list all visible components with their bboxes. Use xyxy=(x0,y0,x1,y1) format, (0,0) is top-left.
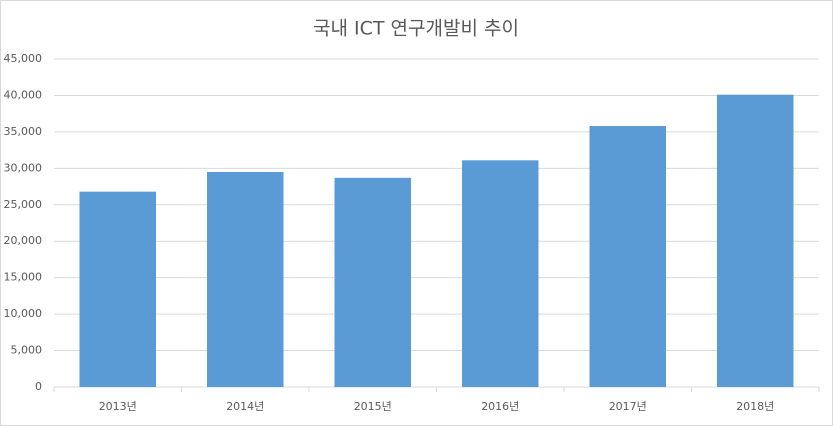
x-tick-label: 2015년 xyxy=(354,400,392,413)
y-tick-label: 20,000 xyxy=(4,234,43,247)
y-tick-label: 40,000 xyxy=(4,88,43,101)
y-tick-label: 45,000 xyxy=(4,52,43,65)
bar xyxy=(79,191,156,387)
bar xyxy=(334,177,411,387)
bar xyxy=(207,171,284,387)
y-tick-label: 30,000 xyxy=(4,161,43,174)
x-tick-label: 2013년 xyxy=(99,400,137,413)
y-tick-label: 35,000 xyxy=(4,125,43,138)
bar xyxy=(462,160,539,387)
chart-title: 국내 ICT 연구개발비 추이 xyxy=(313,18,519,40)
y-tick-label: 5,000 xyxy=(11,344,43,357)
x-tick-label: 2018년 xyxy=(736,400,774,413)
y-tick-label: 10,000 xyxy=(4,307,43,320)
bar xyxy=(717,94,794,388)
y-tick-label: 15,000 xyxy=(4,271,43,284)
x-tick-label: 2016년 xyxy=(481,400,519,413)
x-tick-label: 2017년 xyxy=(609,400,647,413)
y-tick-label: 25,000 xyxy=(4,198,43,211)
bar xyxy=(589,126,666,388)
y-tick-label: 0 xyxy=(35,380,42,393)
x-tick-label: 2014년 xyxy=(226,400,264,413)
